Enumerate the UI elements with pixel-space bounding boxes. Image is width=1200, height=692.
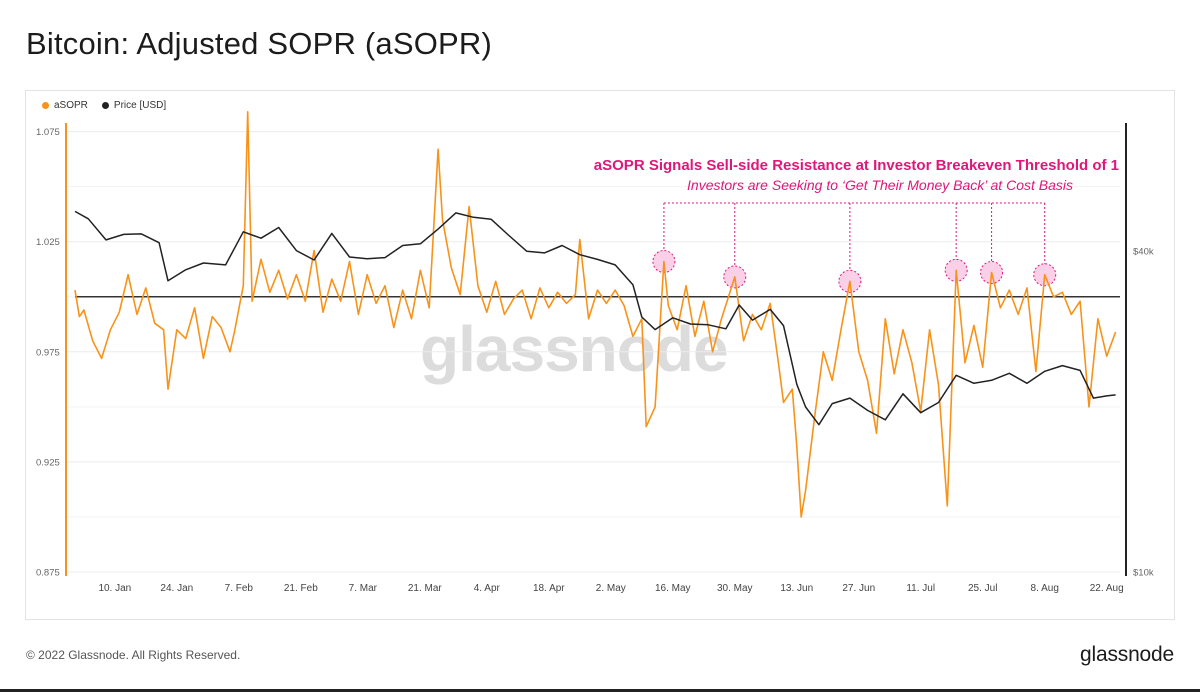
x-tick-label: 30. May [717, 583, 753, 594]
x-tick-label: 10. Jan [98, 583, 131, 594]
legend: aSOPR Price [USD] [42, 100, 166, 111]
y-left-tick-label: 1.075 [36, 127, 60, 138]
bottom-divider [0, 689, 1200, 692]
x-tick-label: 11. Jul [906, 583, 935, 594]
x-tick-label: 21. Mar [408, 583, 443, 594]
annotation-subtitle: Investors are Seeking to ‘Get Their Mone… [687, 177, 1073, 193]
legend-label-asopr: aSOPR [54, 100, 88, 111]
copyright-text: © 2022 Glassnode. All Rights Reserved. [26, 648, 241, 662]
x-tick-label: 25. Jul [968, 583, 997, 594]
x-tick-label: 27. Jun [842, 583, 875, 594]
price-series-line [74, 210, 1116, 426]
annotation-title: aSOPR Signals Sell-side Resistance at In… [593, 157, 1119, 174]
y-right-tick-label: $40k [1133, 247, 1154, 258]
asopr-series-line [74, 111, 1117, 518]
x-tick-label: 2. May [596, 583, 626, 594]
x-tick-label: 7. Feb [225, 583, 254, 594]
price-legend-dot [101, 102, 109, 109]
x-tick-label: 7. Mar [349, 583, 378, 594]
y-left-tick-label: 0.975 [36, 347, 60, 358]
annotation-group [652, 202, 1057, 293]
y-left-tick-label: 0.925 [36, 457, 60, 468]
grid-lines [67, 131, 1120, 573]
x-tick-label: 4. Apr [474, 583, 501, 594]
x-tick-label: 16. May [655, 583, 691, 594]
series-group [74, 111, 1117, 518]
legend-label-price: Price [USD] [113, 100, 167, 111]
page-title: Bitcoin: Adjusted SOPR (aSOPR) [26, 26, 493, 61]
x-tick-label: 8. Aug [1031, 583, 1059, 594]
legend-item-asopr[interactable]: aSOPR [42, 100, 88, 111]
y-left-tick-label: 0.875 [36, 568, 60, 579]
y-left-tick-label: 1.025 [36, 237, 60, 248]
x-tick-label: 18. Apr [533, 583, 565, 594]
tick-labels: 0.875 0.925 0.975 1.025 1.075 $10k $40k 10. Jan… [36, 127, 1154, 594]
y-right-tick-label: $10k [1133, 568, 1154, 579]
x-tick-label: 22. Aug [1090, 583, 1124, 594]
x-tick-label: 21. Feb [284, 583, 318, 594]
brand-logo[interactable]: glassnode [1080, 643, 1174, 666]
watermark: glassnode [420, 313, 729, 385]
x-tick-label: 13. Jun [780, 583, 813, 594]
x-tick-label: 24. Jan [160, 583, 193, 594]
legend-item-price[interactable]: Price [USD] [101, 100, 167, 111]
asopr-legend-dot [42, 102, 49, 109]
axes [65, 123, 1127, 576]
